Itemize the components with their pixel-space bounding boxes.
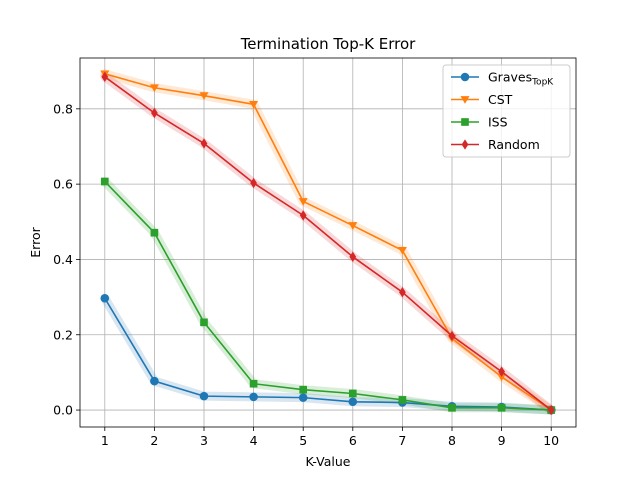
legend-label-subscript: TopK — [531, 78, 554, 88]
data-point — [460, 96, 470, 104]
data-point — [461, 118, 469, 126]
data-point — [547, 404, 555, 416]
y-tick-label: 0.4 — [53, 252, 73, 267]
data-point — [448, 403, 456, 412]
data-point — [348, 222, 358, 230]
series-line — [104, 76, 552, 411]
data-point — [299, 385, 308, 394]
data-point — [399, 287, 406, 298]
x-tick-label: 2 — [150, 433, 158, 448]
y-tick-label: 0.8 — [53, 101, 73, 116]
x-tick-label: 7 — [398, 433, 406, 448]
data-point — [497, 373, 507, 382]
data-point — [497, 403, 506, 412]
legend-label: Random — [488, 137, 540, 152]
data-point — [349, 251, 357, 262]
data-point — [298, 393, 308, 402]
legend-frame — [442, 64, 571, 158]
data-point — [199, 92, 209, 100]
series-line — [104, 180, 552, 411]
series-group — [100, 70, 556, 416]
y-tick-label: 0.6 — [53, 177, 73, 192]
data-point — [299, 210, 307, 221]
data-point — [100, 293, 110, 303]
data-point — [249, 100, 259, 109]
data-point — [101, 71, 109, 83]
data-point — [250, 177, 257, 189]
y-tick-label: 0.0 — [53, 403, 73, 418]
x-tick-label: 3 — [200, 433, 208, 448]
axis-ticks: 1 2 3 4 5 6 7 8 9 10 0.0 0.2 0.4 0.6 0.8 — [53, 101, 559, 448]
plot-frame — [79, 57, 577, 428]
data-point — [150, 376, 159, 386]
series-iss — [100, 177, 556, 414]
y-tick-label: 0.2 — [53, 327, 73, 342]
legend-entry: ISS — [451, 115, 508, 130]
series-line — [104, 297, 552, 411]
data-point — [460, 72, 470, 82]
data-point — [100, 177, 109, 186]
x-tick-label: 6 — [349, 433, 357, 448]
data-point — [298, 198, 308, 206]
data-point — [199, 391, 209, 401]
data-point — [151, 107, 158, 119]
data-point — [150, 228, 159, 237]
chart-title: Termination Top-K Error — [240, 35, 416, 53]
x-tick-label: 4 — [250, 433, 258, 448]
y-axis-label: Error — [28, 226, 43, 257]
x-axis-label: K-Value — [306, 454, 351, 469]
data-point — [397, 247, 407, 255]
data-point — [249, 379, 258, 388]
legend-entry: Random — [451, 137, 540, 152]
series-line — [104, 73, 552, 411]
x-tick-label: 1 — [101, 433, 109, 448]
data-point — [348, 397, 358, 407]
data-point — [448, 330, 456, 342]
x-tick-label: 5 — [299, 433, 307, 448]
data-point — [498, 366, 505, 377]
data-point — [348, 389, 357, 398]
data-point — [200, 138, 208, 149]
legend-label: CST — [488, 92, 513, 107]
data-point — [398, 396, 407, 404]
series-random — [101, 71, 555, 416]
x-tick-label: 10 — [543, 433, 559, 448]
data-point — [200, 318, 208, 327]
x-tick-label: 8 — [448, 433, 456, 448]
data-point — [249, 392, 258, 402]
legend-entry: CST — [451, 92, 513, 107]
legend-label: ISS — [488, 115, 508, 130]
x-tick-label: 9 — [498, 433, 506, 448]
data-point — [461, 139, 469, 150]
data-point — [149, 84, 159, 93]
